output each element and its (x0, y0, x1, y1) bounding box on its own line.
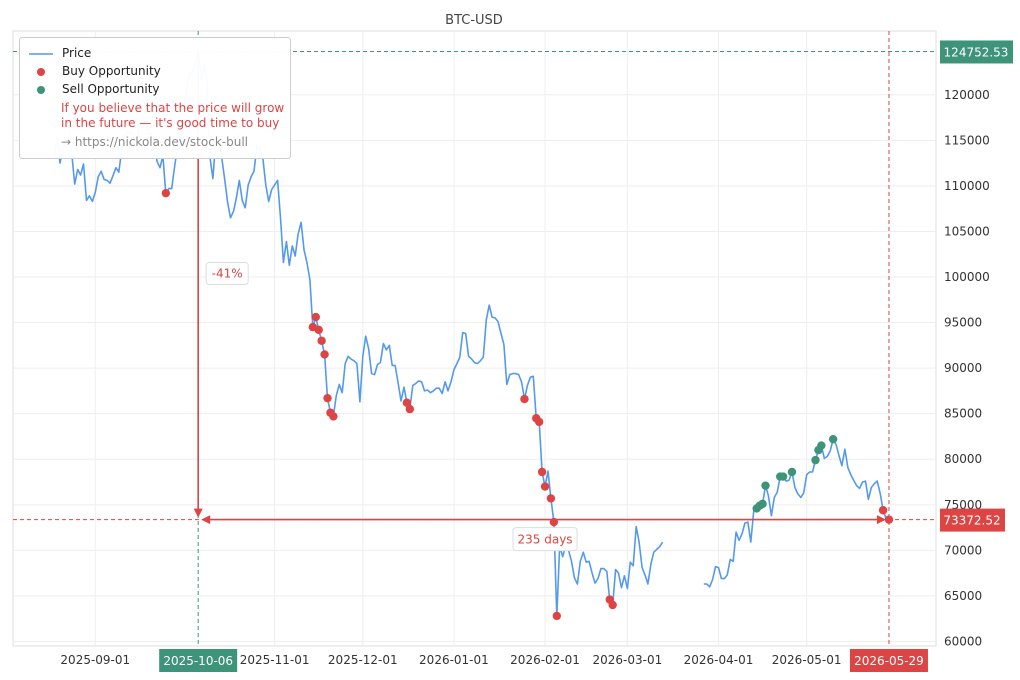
x-tick-label: 2026-05-01 (772, 653, 842, 667)
x-tick-label: 2026-02-01 (510, 653, 580, 667)
y-tick-label: 65000 (944, 589, 982, 603)
buy-point (878, 506, 888, 515)
buy-point (320, 350, 329, 359)
buy-point (402, 398, 412, 407)
x-tick-label: 2025-11-01 (240, 653, 310, 667)
sell-point (787, 467, 797, 477)
drawdown-label: -41% (212, 267, 243, 281)
y-tick-label: 100000 (944, 270, 990, 284)
legend: Price Buy Opportunity Sell Opportunity I… (19, 37, 291, 159)
duration-arrow-head-left (201, 515, 211, 525)
sell-point (758, 499, 767, 509)
buy-point (311, 312, 320, 322)
x-tick-highlight (159, 649, 238, 672)
price-line-segment (703, 438, 890, 588)
x-tick-label: 2025-12-01 (328, 653, 398, 667)
y-tick-label: 105000 (944, 224, 990, 238)
high-value-label: 124752.53 (944, 45, 1009, 59)
x-tick-label: 2026-03-01 (592, 653, 662, 667)
sell-point (828, 434, 838, 444)
y-tick-label: 90000 (944, 361, 982, 375)
duration-label-box (512, 527, 578, 552)
buy-point (540, 482, 550, 491)
grid-lines (13, 31, 936, 646)
annotations: -41% 235 days 124752.53 73372.52 (13, 31, 1013, 646)
legend-note-line-2: in the future — it's good time to buy (61, 116, 280, 130)
legend-item-buy: Buy Opportunity (28, 63, 161, 79)
legend-item-price: Price (28, 45, 91, 61)
y-tick-label: 115000 (944, 133, 990, 147)
legend-item-sell: Sell Opportunity (28, 81, 160, 97)
x-tick-label: 2026-05-29 (854, 654, 924, 668)
drawdown-label-box (205, 262, 249, 286)
buy-point (405, 404, 415, 414)
legend-label: Price (62, 46, 92, 60)
buy-point (534, 417, 544, 427)
legend-link[interactable]: → https://nickola.dev/stock-bull (61, 135, 248, 149)
sell-point (817, 441, 826, 450)
green-dot-icon (37, 85, 45, 94)
duration-label: 235 days (518, 533, 573, 547)
y-tick-label: 110000 (944, 179, 990, 193)
legend-note-line-1: If you believe that the price will grow (61, 101, 285, 115)
legend-label: Sell Opportunity (62, 82, 160, 96)
x-tick-highlight (849, 649, 928, 672)
sell-point (761, 481, 770, 490)
buy-point (323, 393, 332, 403)
x-tick-label: 2025-10-06 (163, 654, 233, 668)
y-tick-label: 95000 (944, 316, 982, 330)
drawdown-arrow-head (193, 508, 203, 518)
buy-point (552, 611, 562, 621)
x-axis: 2025-09-01 2025-10-06 2025-11-01 2025-12-01… (60, 649, 928, 672)
y-tick-label: 80000 (944, 452, 982, 466)
duration-arrow-head-right (876, 515, 886, 525)
buy-point (546, 494, 556, 503)
buy-opportunity-series (161, 188, 894, 621)
buy-point (317, 336, 326, 345)
buy-point (520, 394, 529, 404)
current-value-label: 73372.52 (943, 514, 1000, 528)
legend-label: Buy Opportunity (62, 64, 161, 78)
red-dot-icon (37, 67, 45, 76)
y-tick-label: 60000 (944, 634, 982, 648)
x-tick-label: 2026-04-01 (684, 653, 754, 667)
x-tick-label: 2026-01-01 (419, 653, 489, 667)
sell-point (811, 455, 820, 465)
chart-title: BTC-USD (445, 13, 503, 28)
buy-point (608, 600, 617, 610)
current-value-badge (940, 508, 1005, 532)
buy-point (161, 188, 171, 198)
sell-opportunity-series (752, 434, 838, 513)
line-swatch-icon (29, 52, 53, 55)
high-value-badge (940, 40, 1013, 64)
y-tick-label: 120000 (944, 88, 990, 102)
y-tick-label: 75000 (944, 498, 982, 512)
buy-point (314, 325, 323, 335)
x-tick-label: 2025-09-01 (60, 653, 130, 667)
sell-point (778, 472, 788, 481)
buy-point (329, 412, 338, 421)
y-axis: 60000 65000 70000 75000 80000 85000 90000 95000… (944, 88, 990, 649)
y-tick-label: 70000 (944, 543, 982, 557)
buy-point (537, 467, 547, 477)
y-tick-label: 85000 (944, 407, 982, 421)
